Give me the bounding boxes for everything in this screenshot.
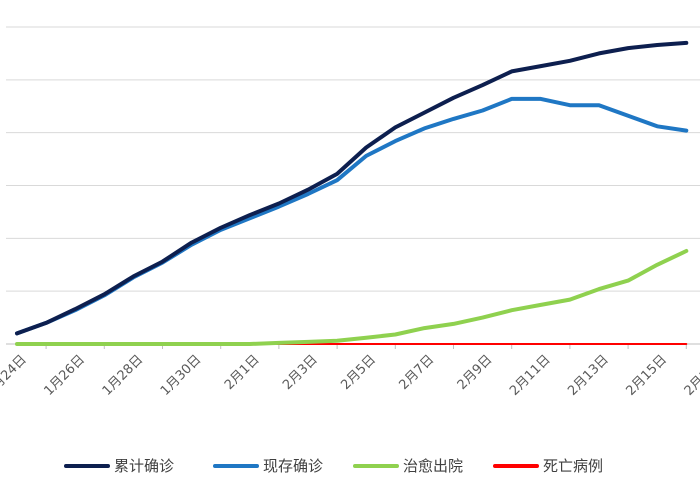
x-tick-label: 2月7日 [397,352,438,393]
x-tick-label: 2月17日 [682,352,700,399]
series-line-1 [15,40,689,336]
x-tick-label: 2月15日 [623,352,670,399]
x-tick-label: 2月5日 [338,352,379,393]
gridlines [6,26,700,292]
x-tick-label: 2月3日 [280,352,321,393]
legend-label: 死亡病例 [543,457,603,475]
x-tick-label: 1月26日 [41,352,88,399]
legend-label: 现存确诊 [263,457,323,475]
series-line-3 [15,249,689,346]
x-tick-label: 2月11日 [507,352,554,399]
x-tick-label: 2月9日 [455,352,496,393]
series-line-2 [15,96,689,336]
x-tick-label: 2月1日 [222,352,263,393]
x-tick-label: 1月30日 [158,352,205,399]
x-tick-label: 2月13日 [565,352,612,399]
series-lines [15,40,689,346]
x-tick-label: 1月28日 [100,352,147,399]
x-axis: 1月24日 1月26日 1月28日 1月30日 2月1日 2月3日 2月5日 2月7日 2月9日… [0,343,700,399]
x-tick-label: 1月24日 [0,352,30,399]
legend: 累计确诊 现存确诊 治愈出院 死亡病例 [64,457,603,475]
legend-label: 治愈出院 [403,457,463,475]
legend-label: 累计确诊 [114,457,174,475]
